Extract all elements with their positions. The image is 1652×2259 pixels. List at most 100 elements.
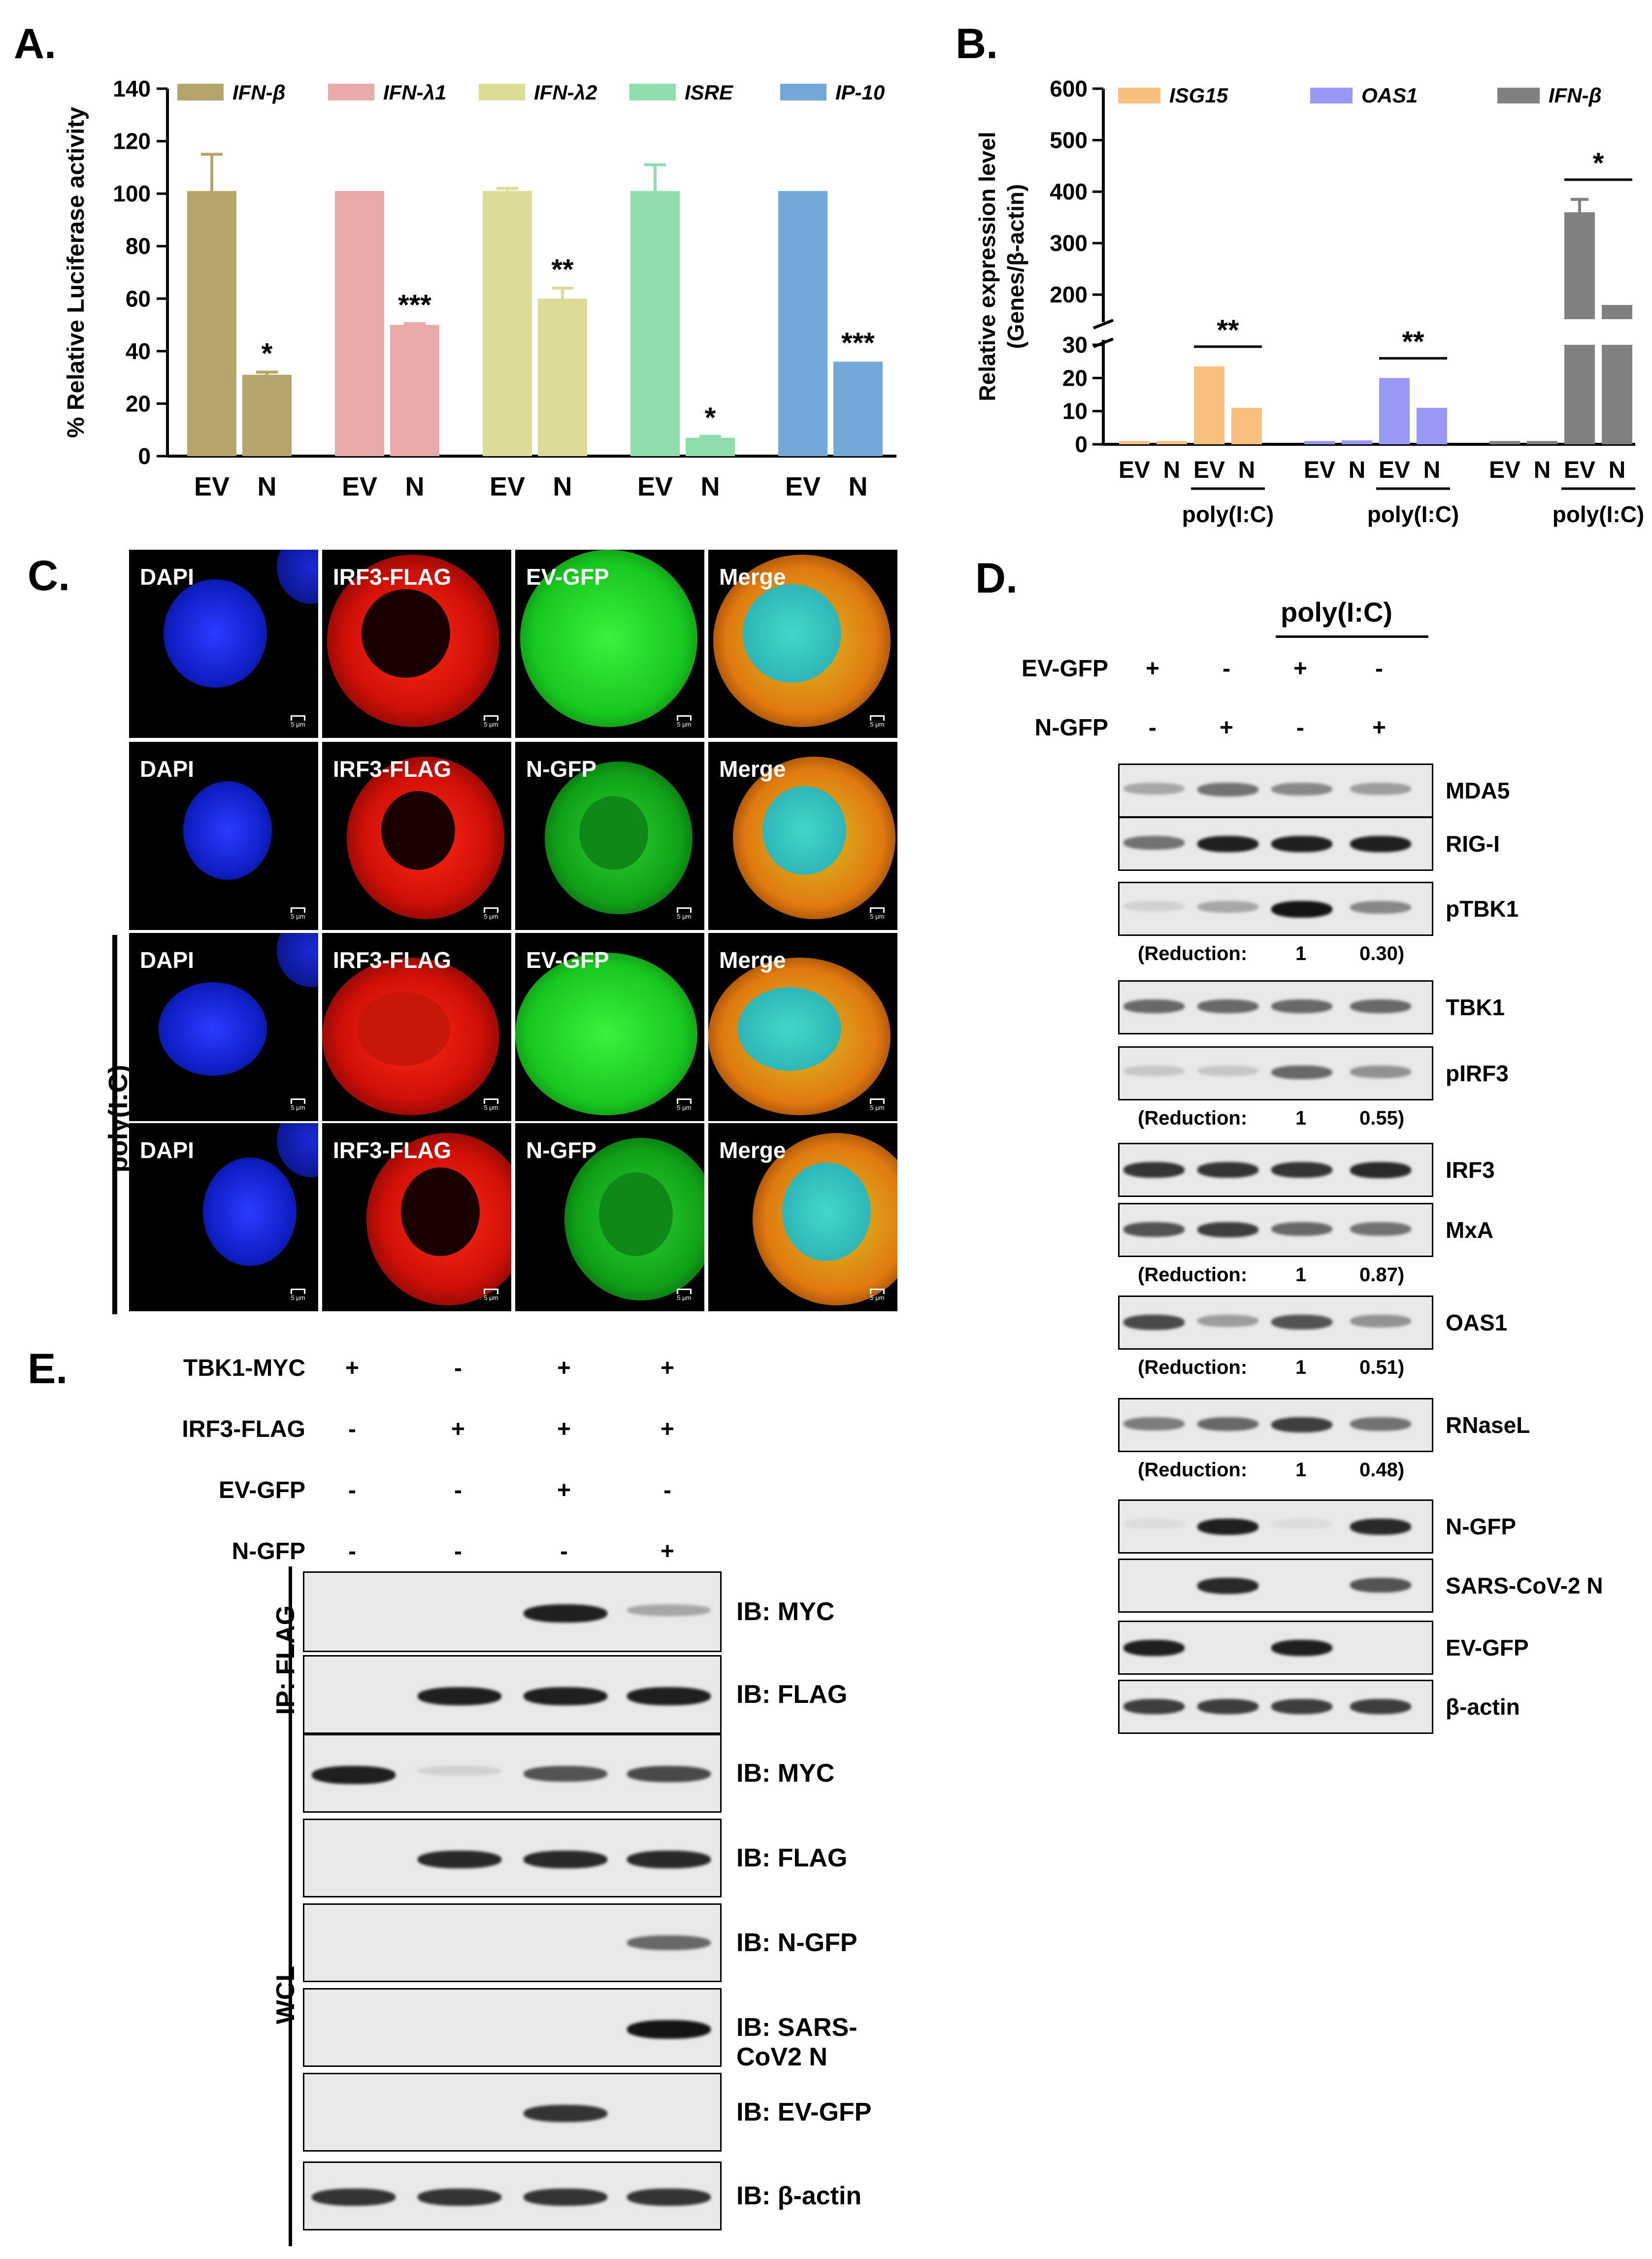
y-tick-label: 20 xyxy=(1062,365,1088,391)
x-tick-label: EV xyxy=(637,472,673,501)
legend-swatch xyxy=(1497,88,1540,103)
treatment-label: poly(I:C) xyxy=(1182,501,1274,527)
blot-band xyxy=(524,1687,607,1705)
significance-mark: * xyxy=(262,337,273,369)
condition-mark: + xyxy=(345,1355,360,1381)
channel-label: DAPI xyxy=(140,947,194,973)
blot-name: RIG-I xyxy=(1446,831,1500,857)
reduction-label: (Reduction: xyxy=(1138,1107,1248,1129)
significance-mark: *** xyxy=(841,327,875,359)
micrograph-cell: DAPI 5 μm xyxy=(129,550,318,738)
micrograph-cell: N-GFP 5 μm xyxy=(515,1123,704,1311)
blot-name: TBK1 xyxy=(1446,995,1505,1020)
blot-strip xyxy=(1118,1499,1433,1554)
blot-name: EV-GFP xyxy=(1446,1635,1529,1661)
bar xyxy=(778,191,827,456)
y-tick-label: 500 xyxy=(1050,128,1088,153)
channel-label: IRF3-FLAG xyxy=(333,947,452,973)
reduction-value: 1 xyxy=(1295,1264,1307,1286)
blot-name: IB: MYC xyxy=(736,1759,835,1788)
blot-name: IB: FLAG xyxy=(736,1844,848,1872)
blot-band xyxy=(418,2189,501,2206)
reduction-label: (Reduction: xyxy=(1138,1264,1248,1286)
panel-b-chart: 0 10 20 30 200 300 400 500 600 Relative expressio… xyxy=(974,76,1645,527)
blot-strip xyxy=(1118,1680,1433,1734)
blot-band xyxy=(418,1687,501,1705)
blot-band xyxy=(418,1766,501,1776)
condition-mark: + xyxy=(1372,715,1387,741)
condition-mark: - xyxy=(1149,715,1156,741)
blot-band xyxy=(524,2105,607,2122)
wcl-bracket xyxy=(289,1734,292,2246)
channel-label: DAPI xyxy=(140,756,194,782)
bar xyxy=(1489,441,1520,444)
blot-band xyxy=(524,1604,607,1623)
nucleus xyxy=(203,1158,297,1266)
bar xyxy=(1194,366,1224,444)
y-tick-label: 120 xyxy=(113,129,151,154)
nucleus xyxy=(183,781,272,880)
treatment-label: poly(I:C) xyxy=(1553,501,1645,527)
panel-a-chart: 0 20 40 60 80 100 120 140 % Relative Luciferase … xyxy=(63,76,896,501)
blot-band xyxy=(1350,1162,1411,1178)
blot-band xyxy=(1197,783,1258,797)
significance-mark: ** xyxy=(1402,326,1424,358)
channel-label: IRF3-FLAG xyxy=(333,1137,452,1163)
blot-strip xyxy=(1118,1046,1433,1100)
bar xyxy=(187,191,236,456)
blot-band xyxy=(312,2189,396,2206)
blot-name: N-GFP xyxy=(1446,1514,1517,1539)
reduction-value: 0.87) xyxy=(1359,1264,1405,1286)
blot-band xyxy=(1123,999,1185,1014)
reduction-value: 1 xyxy=(1295,1107,1307,1129)
legend-label: ISRE xyxy=(685,81,734,104)
condition-mark: - xyxy=(348,1477,356,1503)
blot-band xyxy=(1271,1519,1332,1529)
blot-band xyxy=(1123,1315,1185,1330)
irf3-nuclear-region xyxy=(357,992,450,1066)
blot-strip xyxy=(303,2161,722,2230)
significance-mark: *** xyxy=(398,289,431,321)
blot-strip xyxy=(1118,1143,1433,1197)
y-tick-label: 20 xyxy=(126,391,151,416)
y-axis-label-2: (Genes/β-actin) xyxy=(1003,184,1028,349)
condition-label: TBK1-MYC xyxy=(183,1355,305,1381)
nucleus xyxy=(277,550,318,604)
micrograph-cell: IRF3-FLAG 5 μm xyxy=(322,933,511,1121)
ip-bracket xyxy=(289,1566,292,1759)
condition-mark: - xyxy=(454,1477,462,1503)
blot-band xyxy=(1123,1065,1185,1077)
scale-bar: 5 μm xyxy=(677,1289,692,1301)
condition-mark: - xyxy=(348,1538,356,1564)
merge-nucleus xyxy=(743,584,841,683)
micrograph-cell: EV-GFP 5 μm xyxy=(515,933,704,1121)
legend-swatch xyxy=(328,84,374,100)
blot-band xyxy=(627,1935,711,1950)
blot-band xyxy=(1271,783,1332,796)
x-tick-label: EV xyxy=(490,472,525,501)
y-tick-label: 30 xyxy=(1062,332,1088,358)
condition-mark: + xyxy=(1145,656,1160,682)
bar xyxy=(390,325,439,456)
condition-mark: + xyxy=(1293,656,1308,682)
blot-band xyxy=(1350,1519,1411,1535)
blot-name: MxA xyxy=(1446,1217,1494,1243)
micrograph-cell: IRF3-FLAG 5 μm xyxy=(322,550,511,738)
micrograph-cell: IRF3-FLAG 5 μm xyxy=(322,742,511,930)
blot-band xyxy=(1197,1222,1258,1238)
blot-strip xyxy=(303,1903,722,1982)
blot-band xyxy=(627,1687,711,1705)
blot-band xyxy=(1123,1699,1185,1715)
blot-band xyxy=(627,1766,711,1782)
scale-bar: 5 μm xyxy=(870,715,885,728)
nucleus xyxy=(277,1123,318,1177)
channel-label: N-GFP xyxy=(526,756,597,782)
panel-e: TBK1-MYC + - + + IRF3-FLAG - + + + EV-GFP - - + - N-GFP… xyxy=(79,1340,916,2256)
reduction-value: 0.48) xyxy=(1359,1459,1405,1481)
panel-c-microscopy: DAPI 5 μm IRF3-FLAG 5 μm EV-GFP 5 μm Merge 5 μm… xyxy=(129,550,910,1316)
scale-bar: 5 μm xyxy=(484,1289,498,1301)
blot-band xyxy=(1123,1222,1185,1237)
y-tick-label: 140 xyxy=(113,76,151,101)
legend-swatch xyxy=(177,84,224,100)
blot-band xyxy=(627,2189,711,2206)
